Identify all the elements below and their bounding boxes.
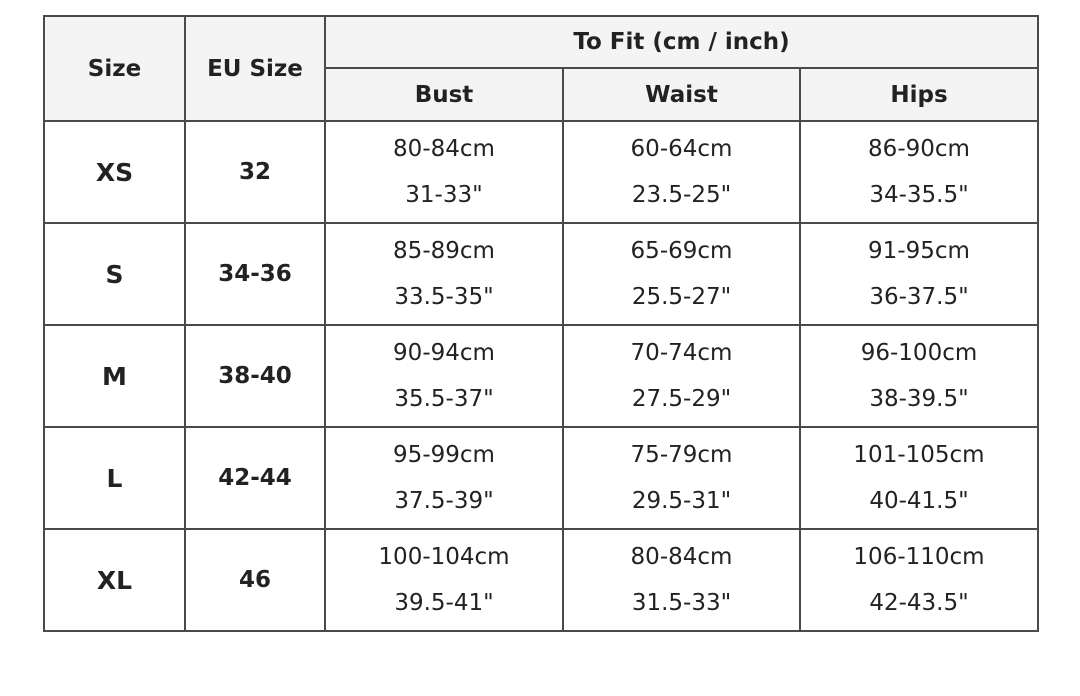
cell-eu-size: 42-44 <box>184 426 326 530</box>
cell-hips-inch: 40-41.5" <box>869 488 969 514</box>
cell-waist-inch: 29.5-31" <box>631 488 732 514</box>
table-row: XL 46 100-104cm 39.5-41" 80-84cm 31.5-33" 106-… <box>43 528 1039 632</box>
cell-waist-inch: 27.5-29" <box>631 386 732 412</box>
cell-waist-cm: 65-69cm <box>630 238 733 264</box>
table-row: XS 32 80-84cm 31-33" 60-64cm 23.5-25" 86-90cm 3… <box>43 120 1039 224</box>
cell-hips: 91-95cm 36-37.5" <box>799 222 1039 326</box>
cell-waist-inch: 31.5-33" <box>631 590 732 616</box>
cell-size: L <box>43 426 186 530</box>
cell-waist-cm: 80-84cm <box>630 544 733 570</box>
cell-waist-cm: 75-79cm <box>630 442 733 468</box>
cell-hips: 86-90cm 34-35.5" <box>799 120 1039 224</box>
cell-waist-inch: 25.5-27" <box>631 284 732 310</box>
cell-size: M <box>43 324 186 428</box>
cell-eu-size: 46 <box>184 528 326 632</box>
cell-hips-inch: 42-43.5" <box>869 590 969 616</box>
cell-waist: 65-69cm 25.5-27" <box>562 222 801 326</box>
cell-eu-size: 38-40 <box>184 324 326 428</box>
cell-waist-inch: 23.5-25" <box>631 182 732 208</box>
cell-hips-cm: 86-90cm <box>868 136 970 162</box>
cell-bust-inch: 31-33" <box>405 182 483 208</box>
cell-waist-cm: 70-74cm <box>630 340 733 366</box>
cell-size: S <box>43 222 186 326</box>
cell-hips-cm: 106-110cm <box>853 544 985 570</box>
cell-bust-inch: 35.5-37" <box>394 386 494 412</box>
cell-hips: 101-105cm 40-41.5" <box>799 426 1039 530</box>
size-chart-table: Size EU Size To Fit (cm / inch) Bust Wai… <box>43 15 1039 632</box>
cell-size: XL <box>43 528 186 632</box>
table-row: L 42-44 95-99cm 37.5-39" 75-79cm 29.5-31" 101-… <box>43 426 1039 530</box>
table-row: M 38-40 90-94cm 35.5-37" 70-74cm 27.5-29" 96-1… <box>43 324 1039 428</box>
cell-hips-cm: 96-100cm <box>860 340 978 366</box>
header-bust: Bust <box>324 67 564 122</box>
cell-size: XS <box>43 120 186 224</box>
cell-waist-cm: 60-64cm <box>630 136 733 162</box>
cell-waist: 80-84cm 31.5-33" <box>562 528 801 632</box>
cell-hips-inch: 36-37.5" <box>869 284 969 310</box>
cell-bust-inch: 39.5-41" <box>394 590 494 616</box>
cell-bust-cm: 85-89cm <box>393 238 495 264</box>
cell-waist: 75-79cm 29.5-31" <box>562 426 801 530</box>
table-row: S 34-36 85-89cm 33.5-35" 65-69cm 25.5-27" 91-9… <box>43 222 1039 326</box>
cell-hips-cm: 91-95cm <box>868 238 970 264</box>
cell-bust-cm: 95-99cm <box>393 442 495 468</box>
cell-eu-size: 34-36 <box>184 222 326 326</box>
cell-hips-inch: 34-35.5" <box>869 182 969 208</box>
cell-eu-size: 32 <box>184 120 326 224</box>
cell-hips: 96-100cm 38-39.5" <box>799 324 1039 428</box>
cell-bust-inch: 37.5-39" <box>394 488 494 514</box>
cell-bust-cm: 100-104cm <box>378 544 510 570</box>
cell-bust: 100-104cm 39.5-41" <box>324 528 564 632</box>
cell-hips: 106-110cm 42-43.5" <box>799 528 1039 632</box>
cell-bust: 90-94cm 35.5-37" <box>324 324 564 428</box>
cell-bust: 95-99cm 37.5-39" <box>324 426 564 530</box>
header-waist: Waist <box>562 67 801 122</box>
cell-bust: 85-89cm 33.5-35" <box>324 222 564 326</box>
cell-bust: 80-84cm 31-33" <box>324 120 564 224</box>
cell-bust-cm: 90-94cm <box>393 340 495 366</box>
header-size: Size <box>43 15 186 122</box>
cell-hips-cm: 101-105cm <box>853 442 985 468</box>
cell-waist: 60-64cm 23.5-25" <box>562 120 801 224</box>
header-eu-size: EU Size <box>184 15 326 122</box>
cell-hips-inch: 38-39.5" <box>869 386 969 412</box>
cell-waist: 70-74cm 27.5-29" <box>562 324 801 428</box>
header-to-fit: To Fit (cm / inch) <box>324 15 1039 69</box>
header-hips: Hips <box>799 67 1039 122</box>
cell-bust-inch: 33.5-35" <box>394 284 494 310</box>
cell-bust-cm: 80-84cm <box>393 136 495 162</box>
